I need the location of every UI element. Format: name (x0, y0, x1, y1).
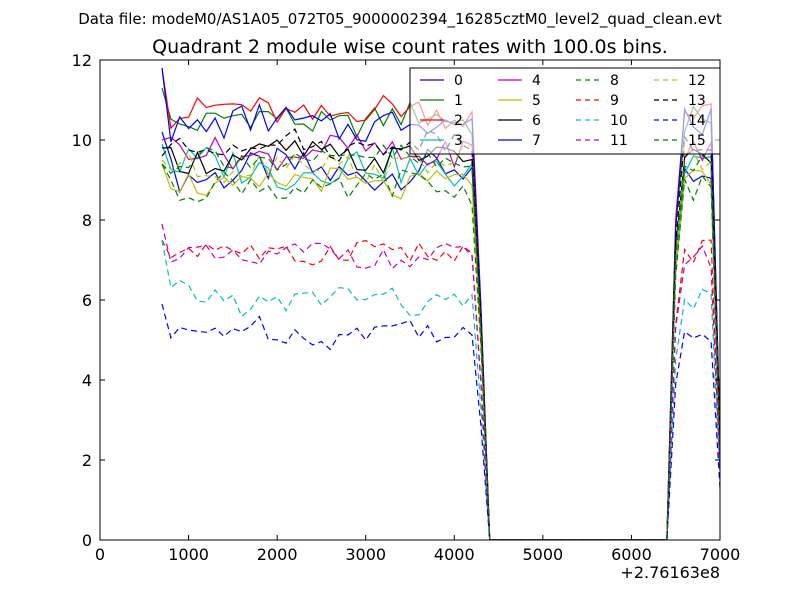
y-tick-label: 8 (82, 211, 92, 230)
legend-label-0: 0 (454, 73, 463, 89)
series-line-13 (161, 128, 720, 540)
series-line-14 (161, 303, 720, 540)
series-line-11 (161, 223, 720, 540)
x-tick-label: 6000 (611, 545, 652, 564)
legend-box (409, 67, 721, 155)
data-file-suptitle: Data file: modeM0/AS1A05_072T05_90000023… (78, 10, 722, 29)
series-line-8 (161, 163, 720, 540)
legend-label-15: 15 (688, 133, 706, 149)
y-tick-label: 10 (72, 131, 92, 150)
legend-label-2: 2 (454, 113, 463, 129)
y-tick-label: 6 (82, 291, 92, 310)
legend-label-6: 6 (532, 113, 541, 129)
y-tick-label: 4 (82, 371, 92, 390)
x-tick-label: 0 (95, 545, 105, 564)
axes-frame (99, 59, 721, 541)
legend-label-3: 3 (454, 133, 463, 149)
series-line-0 (161, 131, 720, 540)
legend-label-5: 5 (532, 93, 541, 109)
y-tick-label: 12 (72, 51, 92, 70)
x-tick-label: 2000 (257, 545, 298, 564)
x-tick-label: 5000 (522, 545, 563, 564)
series-line-9 (161, 239, 720, 540)
y-tick-label: 0 (82, 531, 92, 550)
series-line-15 (161, 144, 720, 540)
legend-label-9: 9 (610, 93, 619, 109)
legend-label-12: 12 (688, 73, 706, 89)
series-line-5 (161, 163, 720, 540)
x-tick-label: 1000 (168, 545, 209, 564)
series-line-3 (161, 143, 720, 540)
x-tick-label: 4000 (434, 545, 475, 564)
legend-label-8: 8 (610, 73, 619, 89)
x-offset-label: +2.76163e8 (620, 563, 720, 582)
y-tick-label: 2 (82, 451, 92, 470)
legend-label-11: 11 (610, 133, 628, 149)
legend-label-13: 13 (688, 93, 706, 109)
legend-label-14: 14 (688, 113, 706, 129)
legend-label-1: 1 (454, 93, 463, 109)
legend-label-7: 7 (532, 133, 541, 149)
chart-title: Quadrant 2 module wise count rates with … (152, 36, 668, 58)
legend-label-10: 10 (610, 113, 628, 129)
series-line-12 (161, 145, 720, 540)
x-tick-label: 7000 (700, 545, 741, 564)
x-tick-label: 3000 (345, 545, 386, 564)
legend-label-4: 4 (532, 73, 541, 89)
